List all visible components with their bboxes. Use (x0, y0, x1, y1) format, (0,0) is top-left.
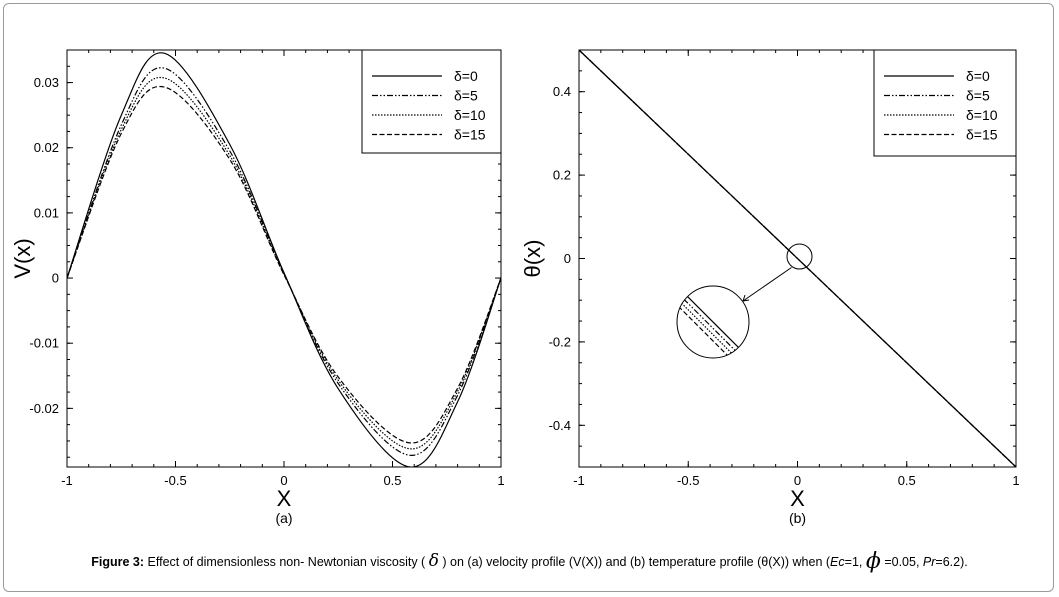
legend-label-3: δ=15 (966, 127, 998, 143)
x-axis-label: X (790, 486, 805, 511)
legend: δ=0 δ=5 δ=10 δ=15 (873, 49, 1017, 157)
figure-canvas: -1 -0.5 0 0.5 1 -0.02 -0.01 0 0.01 0.02 0.03 X V(x) (… (10, 49, 1020, 526)
caption-text-2: ) on (a) velocity profile (V(X)) and (b)… (438, 555, 831, 569)
x-tick-label: -0.5 (677, 473, 699, 488)
zoom-pointer-arrowhead (742, 294, 750, 302)
y-tick-label: -0.2 (549, 334, 571, 349)
legend-label-1: δ=5 (966, 88, 990, 104)
panel-label: (a) (275, 510, 292, 526)
panel-label: (b) (789, 510, 806, 526)
legend-label-2: δ=10 (454, 107, 486, 123)
series-line-3 (579, 50, 1016, 467)
caption-delta-symbol: δ (428, 551, 439, 571)
caption-ec-value: =1, (844, 555, 866, 569)
x-tick-label: 1 (497, 473, 504, 488)
series-line-2 (579, 50, 1016, 467)
x-tick-label: 1 (1012, 473, 1019, 488)
figure-frame (3, 3, 1054, 592)
series-line-0 (67, 52, 501, 467)
caption-ec-label: Ec (830, 555, 845, 569)
y-tick-label: 0 (564, 251, 571, 266)
y-axis-label: θ(x) (520, 240, 545, 278)
x-axis-label: X (277, 486, 292, 511)
y-tick-label: 0 (52, 271, 59, 286)
y-tick-label: 0.03 (34, 75, 59, 90)
y-tick-label: -0.02 (29, 401, 59, 416)
legend-label-3: δ=15 (454, 127, 486, 143)
y-tick-label: -0.4 (549, 418, 571, 433)
x-tick-label: 0 (794, 473, 801, 488)
chart-panel-b: -1 -0.5 0 0.5 1 -0.4 -0.2 0 0.2 0.4 Xθ(x) (b) δ=0 δ=5… (520, 49, 1020, 526)
chart-panel-a: -1 -0.5 0 0.5 1 -0.02 -0.01 0 0.01 0.02 0.03 X V(x) (… (10, 49, 505, 526)
series-line-1 (67, 67, 501, 456)
inset-series-line-2 (677, 294, 749, 358)
zoom-region-circle (786, 243, 813, 270)
series-group (67, 52, 501, 467)
y-tick-label: 0.02 (34, 140, 59, 155)
x-tick-label: -1 (61, 473, 73, 488)
x-tick-label: 0.5 (383, 473, 401, 488)
caption-figure-label: Figure 3: (91, 555, 145, 569)
y-tick-label: 0.2 (553, 168, 571, 183)
legend-label-1: δ=5 (454, 88, 478, 104)
legend-label-0: δ=0 (454, 68, 478, 84)
series-line-2 (67, 76, 501, 450)
figure-caption: Figure 3: Effect of dimensionless non- N… (0, 549, 1059, 574)
y-tick-label: 0.01 (34, 205, 59, 220)
x-tick-label: -1 (573, 473, 585, 488)
y-tick-label: 0.4 (553, 84, 571, 99)
inset-series-line-3 (677, 300, 749, 358)
y-tick-label: -0.01 (29, 336, 59, 351)
series-group (579, 50, 1016, 467)
legend-box (361, 49, 502, 154)
legend-box (873, 49, 1017, 157)
inset-magnifier (676, 243, 813, 359)
series-line-3 (67, 85, 501, 444)
legend-label-2: δ=10 (966, 107, 998, 123)
legend: δ=0 δ=5 δ=10 δ=15 (361, 49, 502, 154)
caption-pr-value: =6.2). (935, 555, 968, 569)
zoom-pointer-line (742, 267, 792, 302)
y-axis-label: V(x) (10, 238, 35, 278)
x-tick-label: 0 (280, 473, 287, 488)
caption-text-1: Effect of dimensionless non- Newtonian v… (144, 555, 429, 569)
legend-label-0: δ=0 (966, 68, 990, 84)
caption-pr-label: Pr (922, 555, 936, 569)
x-tick-label: -0.5 (164, 473, 186, 488)
caption-phi-symbol: ϕ (865, 549, 881, 574)
caption-phi-value: =0.05, (880, 555, 923, 569)
x-tick-label: 0.5 (898, 473, 916, 488)
